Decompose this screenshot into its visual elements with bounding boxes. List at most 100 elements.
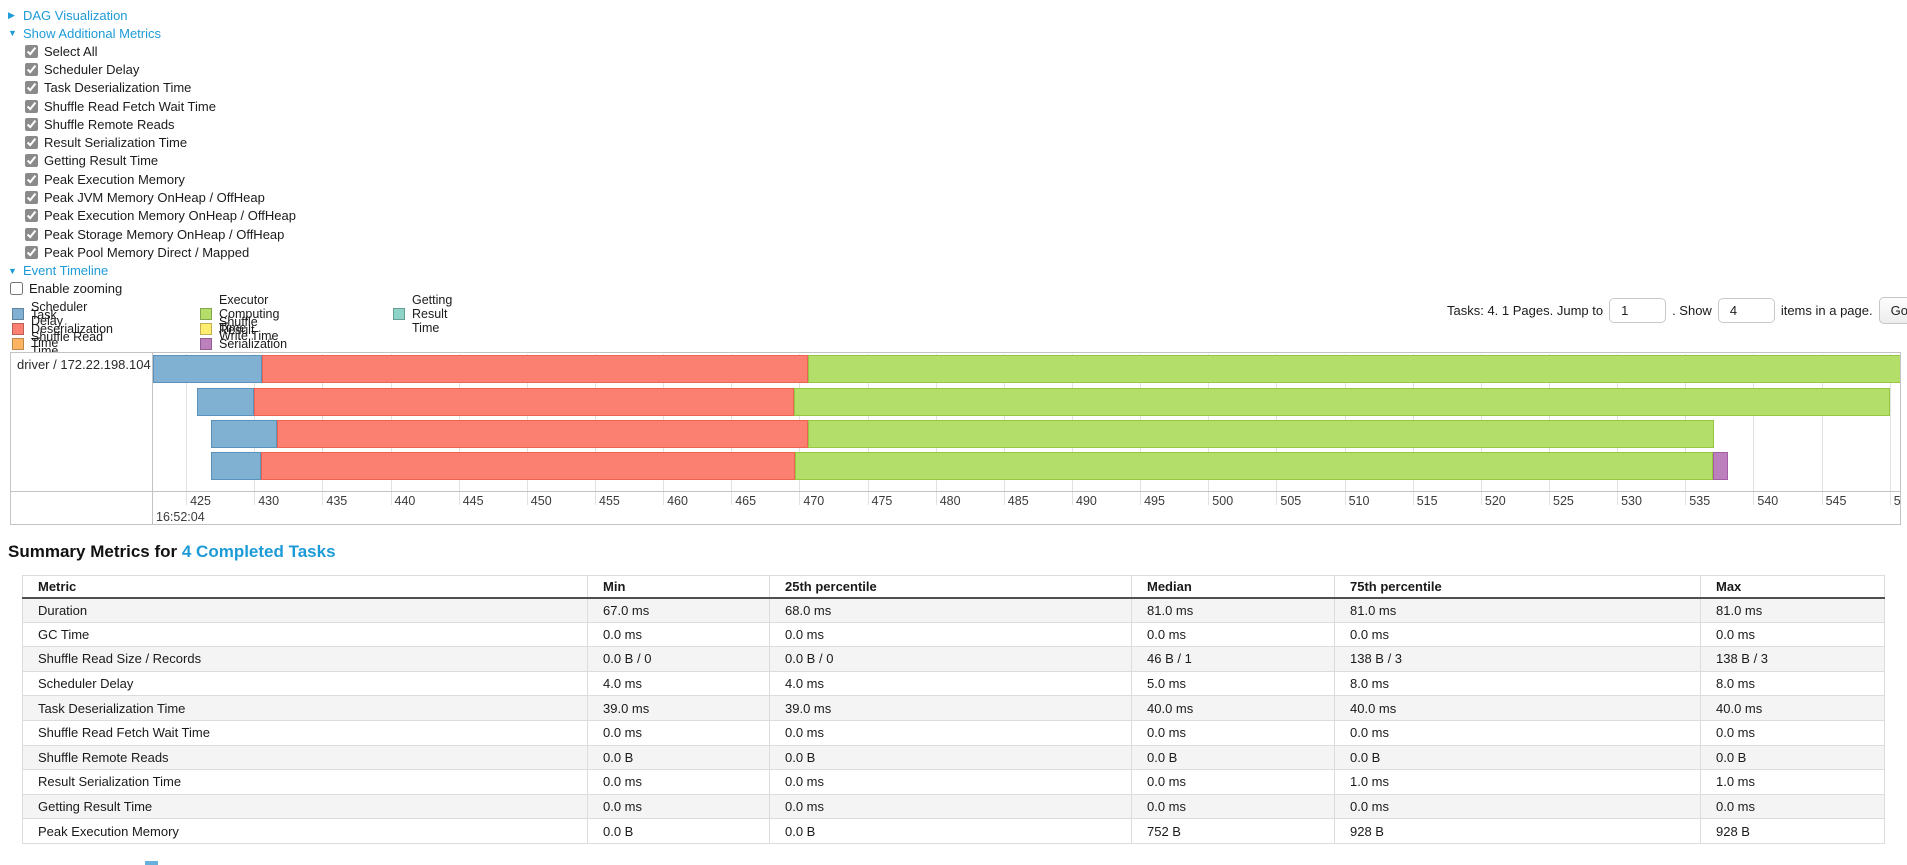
metric-checkbox[interactable] bbox=[25, 81, 38, 95]
table-cell: Peak Execution Memory bbox=[22, 818, 588, 844]
enable-zooming-checkbox[interactable] bbox=[10, 282, 23, 296]
table-cell: 4.0 ms bbox=[587, 670, 770, 697]
dag-visualization-link[interactable]: DAG Visualization bbox=[23, 7, 128, 23]
stage-detail-panel: ▶ DAG Visualization ▼ Show Additional Me… bbox=[8, 6, 296, 298]
axis-tick-label: 455 bbox=[599, 494, 620, 508]
table-cell: 928 B bbox=[1334, 818, 1701, 844]
metric-checkbox[interactable] bbox=[25, 62, 38, 76]
task-bar-segment-task-deserialization[interactable] bbox=[254, 388, 794, 416]
metric-checkbox-label: Select All bbox=[44, 43, 98, 59]
legend-swatch bbox=[200, 322, 212, 335]
axis-gridline bbox=[1889, 354, 1891, 505]
metric-checkbox-label: Task Deserialization Time bbox=[44, 80, 192, 96]
axis-time-label: 16:52:04 bbox=[156, 510, 205, 524]
metric-checkbox[interactable] bbox=[25, 136, 38, 150]
table-cell: 40.0 ms bbox=[1700, 695, 1885, 721]
event-timeline-link[interactable]: Event Timeline bbox=[23, 263, 109, 279]
axis-tick-label: 530 bbox=[1621, 494, 1642, 508]
axis-tick-label: 535 bbox=[1689, 494, 1711, 508]
axis-gridline bbox=[1821, 354, 1823, 505]
axis-tick-label: 440 bbox=[394, 494, 416, 508]
table-cell: 0.0 B bbox=[769, 744, 1132, 771]
metric-checkbox[interactable] bbox=[25, 99, 38, 113]
axis-tick-label: 450 bbox=[530, 494, 552, 508]
axis-tick-label: 430 bbox=[258, 494, 280, 508]
table-cell: 40.0 ms bbox=[1131, 695, 1335, 721]
task-bar-segment-scheduler-delay[interactable] bbox=[210, 420, 278, 448]
group-column-divider bbox=[152, 353, 153, 524]
table-header-cell: Min bbox=[587, 575, 770, 599]
legend-item: Getting Result Time bbox=[393, 293, 452, 335]
table-row: Scheduler Delay 4.0 ms 4.0 ms 5.0 ms 8.0 ms 8… bbox=[22, 670, 1885, 697]
event-timeline-chart[interactable]: 425 430 435 440 445 450 455 460 465 470 475 480 485 4… bbox=[10, 352, 1901, 525]
table-cell: 0.0 ms bbox=[1334, 621, 1701, 648]
cutoff-next-section bbox=[145, 861, 158, 865]
table-cell: 0.0 ms bbox=[587, 719, 770, 746]
table-cell: 46 B / 1 bbox=[1131, 646, 1335, 672]
summary-title-text: Summary Metrics for bbox=[8, 542, 178, 561]
table-cell: 5.0 ms bbox=[1131, 670, 1335, 697]
completed-tasks-link[interactable]: 4 Completed Tasks bbox=[181, 542, 336, 561]
task-bar-segment-task-deserialization[interactable] bbox=[262, 355, 808, 383]
task-bar-segment-task-deserialization[interactable] bbox=[277, 420, 808, 448]
task-bar-segment-scheduler-delay[interactable] bbox=[210, 452, 261, 480]
task-bar-segment-task-deserialization[interactable] bbox=[261, 452, 796, 480]
task-bar-segment-executor-computing[interactable] bbox=[807, 420, 1714, 448]
table-cell: 928 B bbox=[1700, 818, 1885, 844]
metric-checkbox[interactable] bbox=[25, 227, 38, 241]
metric-checkbox[interactable] bbox=[25, 117, 38, 131]
event-timeline-toggle[interactable]: ▼ Event Timeline bbox=[8, 262, 296, 280]
legend-item: Shuffle Read Time bbox=[12, 330, 113, 358]
metric-checkbox[interactable] bbox=[25, 245, 38, 259]
task-bar-segment-executor-computing[interactable] bbox=[807, 355, 1900, 383]
table-row: GC Time 0.0 ms 0.0 ms 0.0 ms 0.0 ms 0.0 ms bbox=[22, 621, 1885, 648]
enable-zooming-label: Enable zooming bbox=[29, 281, 123, 297]
table-cell: Getting Result Time bbox=[22, 793, 588, 820]
enable-zooming-row: Enable zooming bbox=[10, 280, 296, 298]
metric-checkbox-label: Scheduler Delay bbox=[44, 61, 140, 77]
task-bar-segment-scheduler-delay[interactable] bbox=[197, 388, 255, 416]
legend-column: Executor Computing Time Shuffle Write Tim… bbox=[200, 293, 287, 365]
table-cell: 81.0 ms bbox=[1700, 597, 1885, 623]
table-cell: Duration bbox=[22, 597, 588, 623]
legend-item: Result Serialization Time bbox=[200, 323, 287, 365]
metric-checkbox[interactable] bbox=[25, 191, 38, 205]
axis-tick-label: 540 bbox=[1757, 494, 1779, 508]
metric-checkbox[interactable] bbox=[25, 154, 38, 168]
task-bar-segment-result-serialization[interactable] bbox=[1712, 452, 1728, 480]
axis-tick-label: 515 bbox=[1416, 494, 1438, 508]
metric-checkbox[interactable] bbox=[25, 209, 38, 223]
table-cell: Scheduler Delay bbox=[22, 670, 588, 697]
show-additional-metrics-toggle[interactable]: ▼ Show Additional Metrics bbox=[8, 24, 296, 42]
table-cell: 39.0 ms bbox=[587, 695, 770, 721]
jump-to-page-input[interactable] bbox=[1609, 298, 1667, 323]
axis-gridline bbox=[1753, 354, 1755, 505]
table-cell: 0.0 ms bbox=[1700, 719, 1885, 746]
table-cell: 0.0 ms bbox=[587, 769, 770, 795]
items-per-page-input[interactable] bbox=[1717, 298, 1775, 323]
legend-label: Executor Computing Time bbox=[219, 292, 280, 335]
pagination-text: Tasks: 4. 1 Pages. Jump to bbox=[1447, 303, 1604, 318]
table-cell: 0.0 ms bbox=[1131, 769, 1335, 795]
summary-metrics-table: Metric Min 25th percentile Median 75th perce… bbox=[22, 575, 1885, 844]
metric-checkbox[interactable] bbox=[25, 172, 38, 186]
table-cell: 0.0 B bbox=[1131, 744, 1335, 771]
metric-checkbox[interactable] bbox=[25, 44, 38, 58]
dag-visualization-toggle[interactable]: ▶ DAG Visualization bbox=[8, 6, 296, 24]
go-button[interactable]: Go bbox=[1878, 297, 1907, 324]
task-bar-segment-executor-computing[interactable] bbox=[793, 388, 1890, 416]
legend-column: Scheduler Delay Task Deserialization Time… bbox=[12, 300, 113, 358]
metric-checkbox-row: Task Deserialization Time bbox=[25, 79, 296, 97]
table-row: Getting Result Time 0.0 ms 0.0 ms 0.0 ms 0.0… bbox=[22, 793, 1885, 820]
table-cell: Shuffle Remote Reads bbox=[22, 744, 588, 771]
task-bar-segment-executor-computing[interactable] bbox=[795, 452, 1713, 480]
show-additional-metrics-link[interactable]: Show Additional Metrics bbox=[23, 25, 162, 41]
legend-swatch bbox=[200, 307, 212, 320]
metric-checkbox-row: Peak Pool Memory Direct / Mapped bbox=[25, 243, 296, 261]
task-bar-segment-scheduler-delay[interactable] bbox=[153, 355, 263, 383]
table-cell: 1.0 ms bbox=[1334, 769, 1701, 795]
metric-checkbox-row: Scheduler Delay bbox=[25, 60, 296, 78]
metric-checkbox-row: Result Serialization Time bbox=[25, 133, 296, 151]
metric-checkbox-label: Shuffle Remote Reads bbox=[44, 116, 175, 132]
